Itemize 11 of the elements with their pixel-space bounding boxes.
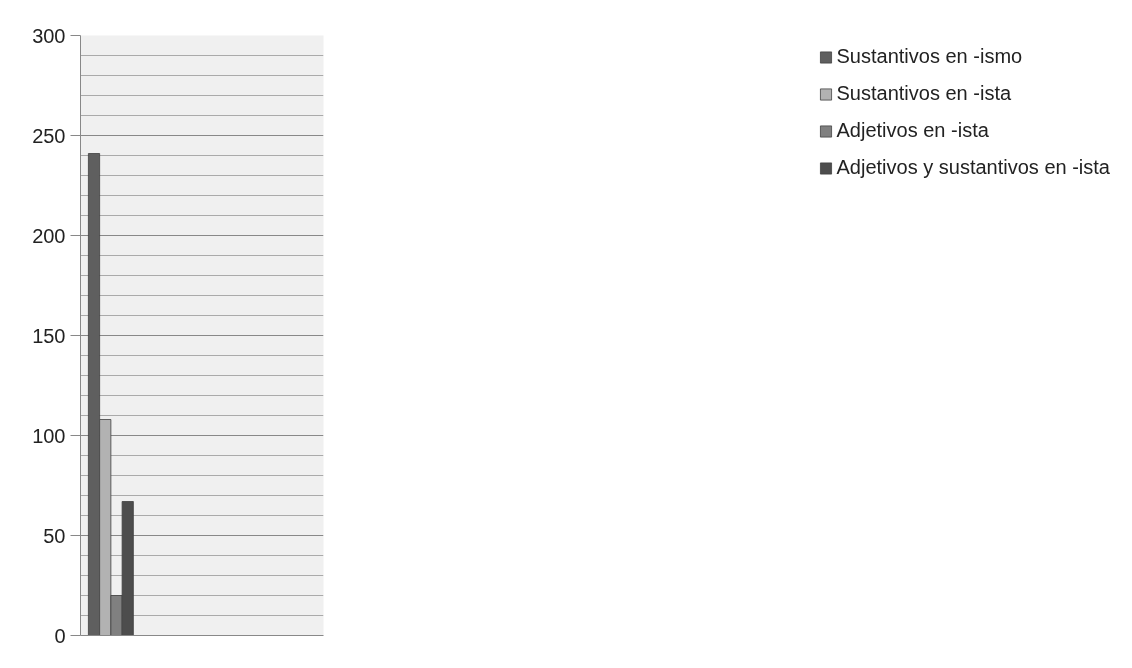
- y-tick-label: 100: [32, 424, 66, 447]
- legend-label: Sustantivos en -ismo: [836, 45, 1023, 68]
- y-tick-label: 150: [32, 324, 66, 347]
- legend-label: Sustantivos en -ista: [836, 82, 1012, 105]
- y-tick-label: 250: [32, 124, 66, 147]
- y-tick-label: 200: [32, 224, 66, 247]
- y-tick-label: 300: [32, 24, 66, 47]
- legend-label: Adjetivos en -ista: [836, 119, 989, 142]
- y-tick-label: 50: [43, 524, 66, 547]
- y-tick-label: 0: [54, 624, 66, 647]
- legend-label: Adjetivos y sustantivos en -ista: [836, 156, 1110, 179]
